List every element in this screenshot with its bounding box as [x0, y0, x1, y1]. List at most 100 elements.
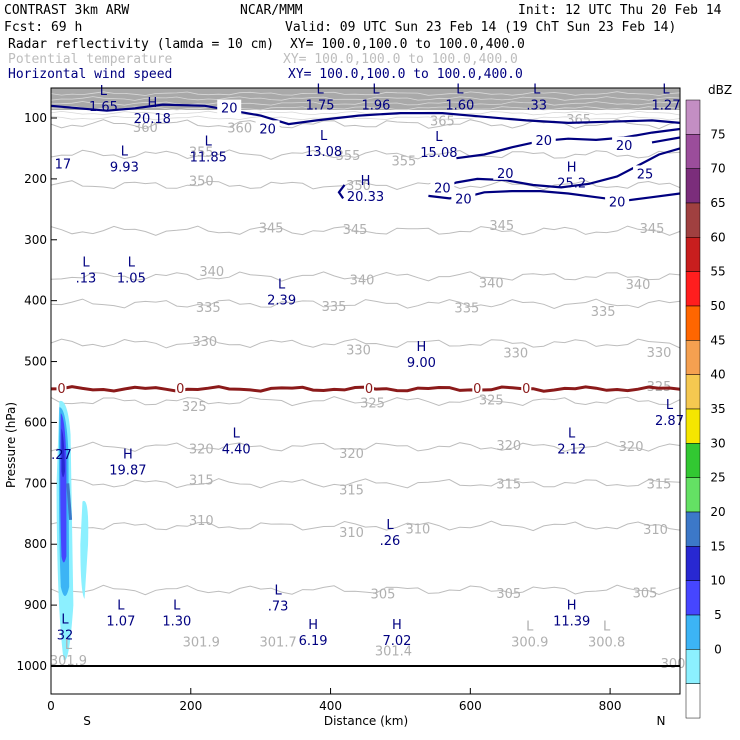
upper-contour-line	[50, 105, 681, 111]
wind-contour-line	[50, 103, 681, 126]
extremum-value: 1.65	[89, 100, 118, 115]
extremum-value: .33	[526, 99, 547, 114]
zero-dbz-label: 0	[522, 382, 530, 397]
theta-extremum-value: 301.7	[260, 636, 297, 651]
valid-time: Valid: 09 UTC Sun 23 Feb 14 (19 ChT Sun …	[285, 20, 676, 35]
theta-contour-label: 315	[647, 477, 672, 492]
theta-contour-label: 345	[489, 219, 514, 234]
colorbar-swatch	[685, 271, 701, 307]
colorbar-label: 10	[710, 574, 725, 588]
extremum-mark: L	[316, 83, 324, 98]
extremum-mark: L	[435, 130, 443, 145]
colorbar-swatch	[685, 443, 701, 478]
wind-contour-label: 20	[497, 167, 514, 182]
x-axis-label: Distance (km)	[324, 714, 408, 728]
zero-dbz-label: 0	[473, 382, 481, 397]
theta-contour-label: 335	[591, 305, 616, 320]
extremum-mark: H	[417, 340, 427, 355]
wind-contour-label: 25	[637, 167, 654, 182]
theta-contour-label: 335	[196, 301, 221, 316]
theta-contour-label: 325	[360, 396, 385, 411]
colorbar-swatch	[685, 614, 701, 650]
extremum-value: 7.02	[382, 634, 411, 649]
theta-contour-line	[50, 271, 681, 282]
zero-dbz-label: 0	[57, 382, 65, 397]
north-end-label: N	[657, 714, 666, 728]
theta-contour-label: 330	[346, 343, 371, 358]
theta-contour-label: 320	[339, 447, 364, 462]
model-title: CONTRAST 3km ARW	[4, 3, 129, 18]
colorbar-swatch	[685, 546, 701, 581]
y-tick-label: 200	[24, 172, 47, 186]
theta-extremum-mark: L	[65, 638, 73, 653]
colorbar-label: 60	[710, 230, 725, 244]
colorbar-label: 30	[710, 436, 725, 450]
extremum-mark: H	[123, 447, 133, 462]
zero-dbz-label-bg	[472, 382, 483, 394]
wind-label-bg	[451, 190, 476, 206]
colorbar-label: 25	[710, 471, 725, 485]
extremum-value: .27	[51, 448, 72, 463]
extremum-value: 6.19	[299, 634, 328, 649]
extremum-value: 20.18	[134, 112, 171, 127]
field-xy-reflectivity: XY= 100.0,100.0 to 100.0,400.0	[290, 37, 525, 52]
colorbar-label: 15	[710, 539, 725, 553]
colorbar-swatch	[685, 340, 701, 375]
theta-contour-label: 355	[189, 145, 214, 160]
wind-label-bg	[430, 179, 455, 195]
zero-dbz-label-bg	[175, 382, 186, 394]
theta-contours: 360 360 365 365 355 355 355 350 350 345 345 345 345 3…	[50, 113, 681, 603]
colorbar-swatch	[685, 649, 701, 684]
colorbar-swatch	[685, 408, 701, 444]
zero-dbz-label: 0	[176, 382, 184, 397]
theta-contour-label: 305	[371, 588, 396, 603]
upper-contour-line	[50, 96, 681, 101]
y-tick-label: 800	[24, 537, 47, 551]
wind-contour-label: 20	[434, 181, 451, 196]
extremum-value: 11.39	[553, 614, 590, 629]
extremum-value: 2.12	[557, 443, 586, 458]
colorbar-swatch	[685, 99, 701, 135]
colorbar-swatch	[685, 305, 701, 341]
theta-contour-label: 320	[496, 439, 521, 454]
extremum-mark: L	[320, 129, 328, 144]
extremum-mark: L	[386, 518, 394, 533]
reflectivity-20dbz	[61, 428, 65, 478]
wind-contour-label: 20	[616, 139, 633, 154]
field-name-wind: Horizontal wind speed	[8, 67, 172, 82]
theta-contour-label: 305	[496, 587, 521, 602]
theta-contour-label: 320	[189, 443, 214, 458]
wind-contour-label: 20	[535, 134, 552, 149]
x-tick-label: 800	[599, 699, 622, 713]
extremum-mark: L	[278, 277, 286, 292]
field-name-reflectivity: Radar reflectivity (lamda = 10 cm)	[8, 37, 274, 52]
extremum-mark: L	[121, 145, 129, 160]
extremum-mark: L	[666, 398, 674, 413]
theta-contour-label: 310	[643, 523, 668, 538]
colorbar-label: 35	[710, 402, 725, 416]
theta-contour-line	[50, 149, 681, 160]
zero-dbz-label-bg	[521, 382, 532, 394]
extremum-value: 11.85	[190, 150, 227, 165]
theta-contour-line	[50, 337, 681, 349]
theta-contour-label: 315	[189, 474, 214, 489]
x-tick-label: 0	[47, 699, 55, 713]
plot-frame	[50, 87, 681, 695]
theta-contour-label: 355	[336, 149, 361, 164]
colorbar-swatch	[685, 237, 701, 272]
theta-contour-label: 365	[566, 113, 591, 128]
field-xy-wind: XY= 100.0,100.0 to 100.0,400.0	[288, 67, 523, 82]
theta-contour-label: 310	[339, 526, 364, 541]
colorbar-label: 20	[710, 505, 725, 519]
theta-contour-line	[50, 395, 681, 407]
zero-dbz-label-bg	[56, 382, 67, 394]
colorbar-label: 50	[710, 299, 725, 313]
extremum-value: 9.93	[110, 161, 139, 176]
theta-contour-line	[50, 584, 681, 596]
colorbar-unit: dBZ	[708, 83, 732, 97]
theta-contour-label: 330	[503, 346, 528, 361]
wind-label-bg	[217, 99, 242, 115]
theta-extremum-value: 300	[661, 657, 686, 672]
theta-contour-label: 335	[454, 301, 479, 316]
wind-contour-label: 20	[609, 195, 626, 210]
